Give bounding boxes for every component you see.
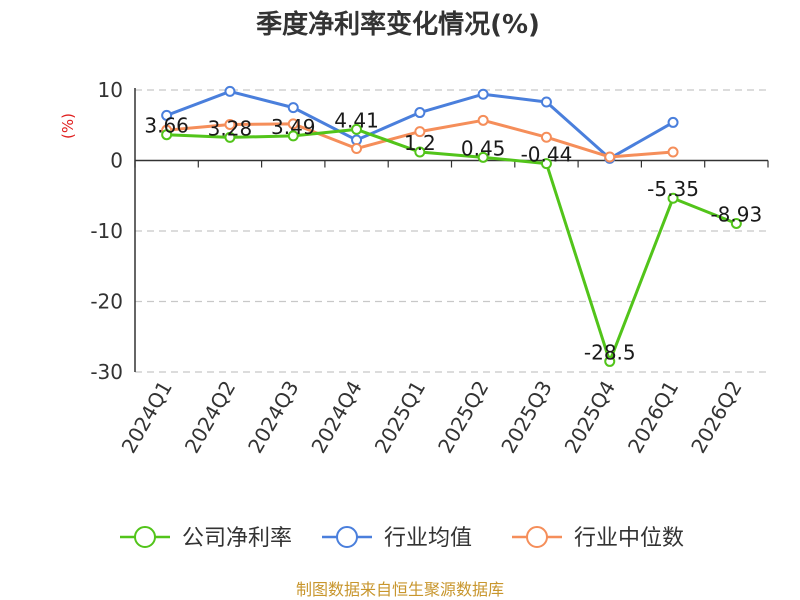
data-label: -8.93 [710, 202, 762, 226]
data-label: 3.28 [208, 116, 253, 140]
legend-label: 行业均值 [384, 526, 472, 551]
series-point [730, 217, 742, 229]
series-point [224, 119, 236, 131]
data-label: -5.35 [647, 177, 699, 201]
axes [134, 88, 769, 372]
series-point [667, 146, 679, 158]
legend-label: 公司净利率 [182, 526, 292, 551]
y-tick-label: -20 [90, 290, 123, 314]
data-label: -28.5 [584, 340, 636, 364]
series-point [604, 151, 616, 163]
chart-title: 季度净利率变化情况(%) [256, 9, 540, 40]
grid-lines [135, 89, 768, 373]
series-point [287, 102, 299, 114]
series-point [161, 129, 173, 141]
series-line [166, 127, 737, 363]
series-point [224, 85, 236, 97]
legend-marker [134, 526, 156, 548]
y-tick-label: -30 [90, 360, 123, 384]
series-point [667, 192, 679, 204]
y-tick-label: 0 [110, 149, 123, 173]
data-label: 3.49 [271, 115, 316, 139]
data-labels: 3.66 3.28 3.49 4.41 1.2 0.45 -0.44 -28.5 -5.35 -8… [144, 108, 762, 364]
x-tick-label: 2025Q3 [496, 377, 556, 458]
y-tick-labels: 10 0 -10 -20 -30 [90, 78, 123, 384]
data-label: 0.45 [461, 136, 506, 160]
series-point [414, 126, 426, 138]
series-point [540, 131, 552, 143]
x-tick-label: 2024Q2 [180, 377, 240, 458]
series-point [477, 88, 489, 100]
legend-marker [336, 526, 358, 548]
series-point [414, 107, 426, 119]
series-point [414, 146, 426, 158]
series-point [161, 109, 173, 121]
source-note: 制图数据来自恒生聚源数据库 [296, 580, 504, 599]
legend: 公司净利率 行业均值 行业中位数 [120, 526, 684, 551]
series-point [477, 151, 489, 163]
x-tick-label: 2024Q4 [306, 377, 366, 458]
x-tick-label: 2025Q1 [370, 377, 430, 458]
data-label: 3.66 [144, 114, 189, 138]
series-point [540, 96, 552, 108]
series-point [287, 118, 299, 130]
series-point [351, 123, 363, 135]
data-label: -0.44 [521, 143, 573, 167]
x-tick-label: 2026Q2 [686, 377, 746, 458]
y-axis-unit: (%) [59, 113, 77, 139]
y-tick-label: 10 [98, 78, 123, 102]
x-tick-labels: 2024Q1 2024Q2 2024Q3 2024Q4 2025Q1 2025Q2 2025… [117, 377, 747, 458]
legend-marker [526, 526, 548, 548]
y-tick-label: -10 [90, 219, 123, 243]
series-point [667, 116, 679, 128]
x-tick-label: 2025Q4 [560, 377, 620, 458]
series-point [287, 130, 299, 142]
legend-label: 行业中位数 [574, 526, 684, 551]
x-tick-label: 2024Q1 [117, 377, 177, 458]
x-tick-label: 2024Q3 [243, 377, 303, 458]
x-tick-label: 2026Q1 [623, 377, 683, 458]
series-point [351, 143, 363, 155]
series-point [604, 355, 616, 367]
data-label: 1.2 [404, 131, 436, 155]
series-lines [161, 85, 742, 367]
x-tick-label: 2025Q2 [433, 377, 493, 458]
data-label: 4.41 [334, 108, 379, 132]
series-point [477, 114, 489, 126]
series-point [540, 158, 552, 170]
series-point [224, 131, 236, 143]
